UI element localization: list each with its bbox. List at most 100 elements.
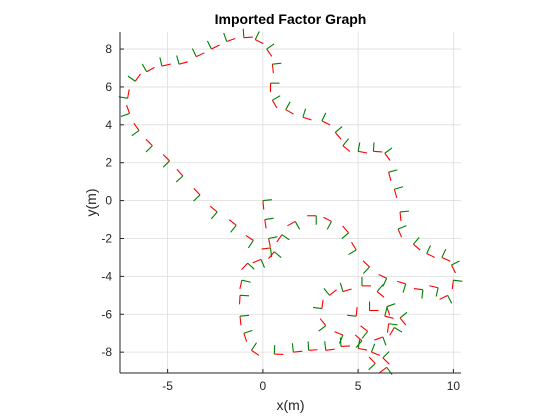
pose-x-axis-marker: [323, 216, 332, 222]
pose-x-axis-marker: [376, 291, 385, 298]
pose-y-axis-marker: [120, 112, 130, 117]
pose-x-axis-marker: [329, 289, 337, 296]
pose-x-axis-marker: [368, 356, 376, 364]
pose-y-axis-marker: [266, 43, 275, 50]
pose-y-axis-marker: [318, 325, 327, 332]
pose-x-axis-marker: [271, 64, 274, 74]
pose-y-axis-marker: [386, 303, 396, 308]
pose-x-axis-marker: [384, 152, 391, 161]
pose-x-axis-marker: [266, 48, 273, 57]
pose-y-axis-marker: [382, 278, 388, 287]
pose-x-axis-marker: [268, 251, 275, 259]
axes: [119, 32, 461, 374]
x-tick-label: 0: [260, 379, 267, 393]
y-tick-label: 2: [105, 156, 112, 170]
pose-y-axis-marker: [361, 330, 369, 339]
y-tick-label: 0: [105, 194, 112, 208]
x-tick-label: -5: [162, 379, 173, 393]
pose-x-axis-marker: [261, 247, 271, 250]
y-tick-label: 4: [105, 118, 112, 132]
pose-x-axis-marker: [355, 307, 358, 317]
pose-y-axis-marker: [162, 160, 170, 168]
pose-x-axis-marker: [354, 334, 363, 342]
pose-y-axis-marker: [272, 62, 282, 65]
y-tick-label: -6: [101, 307, 112, 321]
pose-x-axis-marker: [195, 52, 205, 58]
pose-y-axis-marker: [193, 194, 201, 202]
pose-y-axis-marker: [357, 142, 361, 152]
pose-y-axis-marker: [397, 225, 407, 230]
y-axis-label: y(m): [83, 189, 99, 217]
pose-x-axis-marker: [397, 228, 403, 238]
tick-labels: -5 0 5 10 -8 -6 -4 -2 0 2 4 6 8: [101, 42, 460, 393]
pose-x-axis-marker: [243, 333, 248, 342]
pose-y-axis-marker: [312, 306, 323, 310]
pose-x-axis-marker: [271, 99, 278, 109]
pose-x-axis-marker: [262, 200, 265, 210]
pose-y-axis-marker: [382, 336, 387, 346]
pose-y-axis-marker: [262, 199, 272, 202]
pose-x-axis-marker: [226, 37, 236, 42]
pose-x-axis-marker: [334, 132, 342, 140]
pose-x-axis-marker: [178, 61, 188, 65]
pose-y-axis-marker: [388, 169, 398, 173]
pose-x-axis-marker: [251, 349, 260, 356]
pose-x-axis-marker: [127, 89, 130, 99]
pose-x-axis-marker: [255, 39, 264, 45]
pose-x-axis-marker: [321, 299, 324, 309]
pose-x-axis-marker: [239, 316, 242, 326]
y-tick-label: -4: [101, 269, 112, 283]
pose-x-axis-marker: [325, 348, 335, 351]
pose-y-axis-marker: [441, 249, 447, 258]
pose-y-axis-marker: [388, 323, 398, 326]
pose-y-axis-marker: [451, 260, 460, 266]
pose-x-axis-marker: [399, 317, 407, 326]
pose-x-axis-marker: [384, 315, 394, 319]
pose-x-axis-marker: [358, 347, 368, 351]
pose-y-axis-marker: [402, 283, 407, 293]
pose-y-axis-marker: [382, 351, 390, 359]
pose-y-axis-marker: [348, 249, 357, 256]
pose-y-axis-marker: [376, 284, 384, 292]
pose-x-axis-marker: [451, 280, 454, 290]
pose-y-axis-marker: [363, 266, 370, 274]
pose-y-axis-marker: [307, 341, 310, 351]
pose-y-axis-marker: [341, 232, 349, 240]
pose-y-axis-marker: [250, 342, 257, 351]
pose-x-axis-marker: [162, 154, 170, 162]
pose-y-axis-marker: [294, 221, 301, 230]
pose-x-axis-marker: [285, 109, 294, 115]
pose-y-axis-marker: [334, 126, 343, 133]
pose-x-axis-marker: [228, 219, 237, 226]
x-axis-label: x(m): [277, 397, 305, 413]
pose-y-axis-marker: [426, 245, 431, 254]
pose-y-axis-marker: [247, 262, 255, 270]
pose-y-axis-marker: [421, 289, 424, 299]
pose-y-axis-marker: [285, 101, 291, 110]
pose-y-axis-marker: [141, 63, 148, 73]
pose-x-axis-marker: [241, 262, 249, 271]
pose-y-axis-marker: [243, 329, 253, 334]
pose-x-axis-marker: [439, 294, 448, 300]
pose-x-axis-marker: [125, 104, 131, 114]
pose-x-axis-marker: [211, 44, 220, 50]
pose-x-axis-marker: [379, 366, 388, 374]
trajectory: [118, 28, 463, 375]
pose-x-axis-marker: [321, 120, 331, 126]
pose-y-axis-marker: [394, 327, 403, 333]
pose-x-axis-marker: [340, 345, 351, 348]
pose-y-axis-marker: [191, 48, 197, 57]
pose-x-axis-marker: [239, 280, 243, 290]
pose-x-axis-marker: [146, 66, 155, 73]
pose-y-axis-marker: [281, 234, 290, 241]
pose-x-axis-marker: [145, 138, 153, 147]
pose-y-axis-marker: [241, 279, 251, 283]
pose-y-axis-marker: [447, 295, 453, 304]
pose-y-axis-marker: [264, 217, 274, 221]
pose-y-axis-marker: [302, 108, 307, 118]
pose-x-axis-marker: [397, 280, 406, 285]
pose-x-axis-marker: [287, 220, 296, 227]
pose-y-axis-marker: [323, 287, 330, 296]
